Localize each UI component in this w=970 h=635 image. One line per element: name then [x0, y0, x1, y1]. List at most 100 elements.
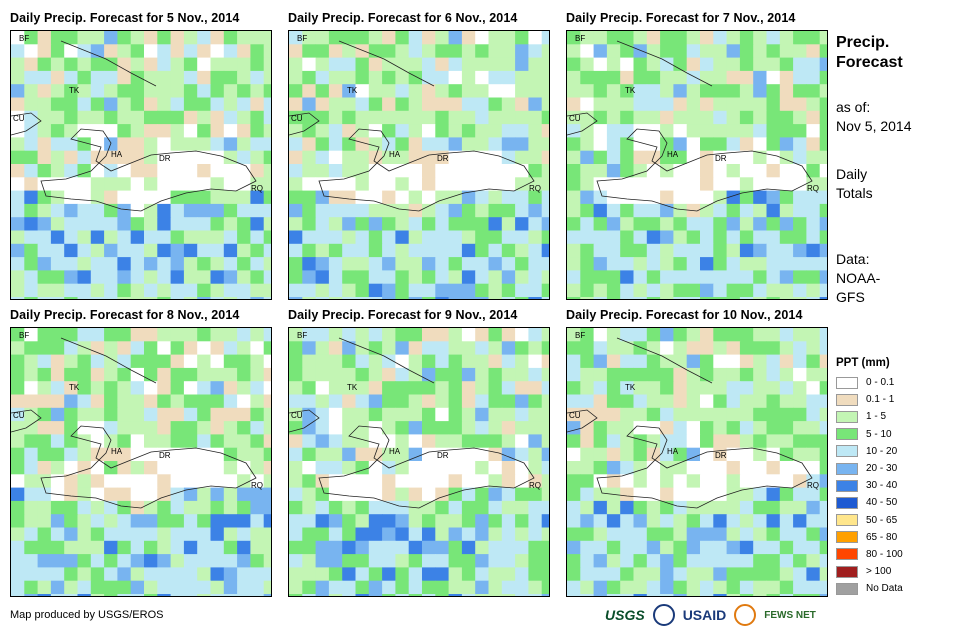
raster-cell	[64, 500, 78, 515]
raster-cell	[263, 97, 271, 112]
raster-cell	[289, 137, 303, 152]
raster-cell	[24, 354, 39, 369]
raster-cell	[713, 84, 728, 98]
raster-cell	[766, 341, 781, 356]
raster-cell	[263, 434, 271, 449]
raster-cell	[24, 137, 39, 152]
raster-cell	[104, 44, 118, 59]
raster-cell	[144, 434, 158, 449]
raster-cell	[806, 540, 821, 555]
raster-cell	[448, 514, 463, 528]
hispaniola-outline	[40, 128, 257, 212]
raster-cell	[395, 434, 410, 449]
raster-cell	[289, 594, 303, 596]
raster-cell	[50, 514, 65, 528]
raster-cell	[157, 487, 172, 502]
legend-label: 0 - 0.1	[866, 377, 895, 389]
raster-cell	[130, 164, 145, 178]
raster-cell	[50, 461, 65, 475]
raster-cell	[793, 394, 807, 409]
raster-cell	[713, 70, 728, 85]
raster-cell	[620, 447, 634, 462]
raster-cell	[170, 594, 185, 596]
raster-cell	[461, 283, 476, 298]
raster-cell	[541, 341, 549, 356]
raster-cell	[501, 57, 516, 72]
raster-cell	[223, 97, 238, 112]
raster-cell	[448, 217, 463, 231]
raster-cell	[170, 514, 185, 528]
raster-cell	[315, 150, 330, 165]
raster-cell	[328, 164, 343, 178]
raster-cell	[501, 217, 516, 231]
raster-cell	[700, 367, 714, 382]
raster-cell	[633, 124, 648, 138]
usaid-seal-icon	[652, 604, 675, 626]
raster-cell	[263, 270, 271, 285]
raster-cell	[422, 540, 436, 555]
raster-cell	[223, 137, 238, 152]
raster-cell	[567, 500, 581, 515]
raster-cell	[382, 328, 396, 342]
raster-cell	[567, 394, 581, 409]
raster-cell	[686, 354, 701, 369]
raster-cell	[673, 487, 688, 502]
raster-cell	[144, 190, 158, 205]
raster-cell	[806, 150, 821, 165]
raster-cell	[448, 297, 463, 299]
raster-cell	[739, 421, 754, 435]
raster-cell	[144, 150, 158, 165]
raster-cell	[646, 57, 661, 72]
raster-cell	[37, 341, 52, 356]
raster-cell	[726, 57, 741, 72]
raster-cell	[77, 137, 92, 152]
raster-cell	[157, 500, 172, 515]
raster-cell	[263, 137, 271, 152]
raster-cell	[606, 421, 621, 435]
raster-cell	[183, 84, 198, 98]
raster-cell	[488, 341, 503, 356]
raster-cell	[104, 554, 118, 568]
raster-cell	[144, 270, 158, 285]
raster-cell	[686, 447, 701, 462]
raster-cell	[528, 270, 543, 285]
raster-cell	[435, 257, 450, 271]
raster-cell	[779, 283, 794, 298]
raster-cell	[130, 57, 145, 72]
raster-cell	[646, 514, 661, 528]
raster-cell	[606, 567, 621, 582]
raster-cell	[237, 447, 251, 462]
raster-cell	[713, 394, 728, 409]
raster-cell	[593, 527, 608, 542]
raster-cell	[263, 70, 271, 85]
raster-cell	[806, 110, 821, 125]
raster-cell	[422, 514, 436, 528]
legend-item: 50 - 65	[836, 512, 903, 529]
raster-cell	[90, 580, 105, 595]
raster-cell	[673, 270, 688, 285]
raster-cell	[368, 474, 383, 489]
country-code-label: DR	[437, 154, 449, 163]
raster-cell	[104, 217, 118, 231]
raster-cell	[395, 177, 410, 192]
raster-cell	[819, 124, 827, 138]
raster-cell	[580, 97, 595, 112]
raster-cell	[302, 70, 317, 85]
raster-cell	[541, 434, 549, 449]
raster-cell	[24, 407, 39, 422]
raster-cell	[461, 297, 476, 299]
raster-cell	[104, 110, 118, 125]
raster-cell	[766, 527, 781, 542]
raster-cell	[528, 283, 543, 298]
raster-cell	[263, 44, 271, 59]
raster-cell	[793, 487, 807, 502]
raster-cell	[753, 31, 767, 45]
raster-cell	[686, 110, 701, 125]
raster-cell	[713, 243, 728, 258]
raster-cell	[355, 381, 370, 395]
raster-cell	[488, 44, 503, 59]
raster-cell	[580, 580, 595, 595]
raster-cell	[263, 217, 271, 231]
raster-cell	[673, 540, 688, 555]
raster-cell	[50, 150, 65, 165]
